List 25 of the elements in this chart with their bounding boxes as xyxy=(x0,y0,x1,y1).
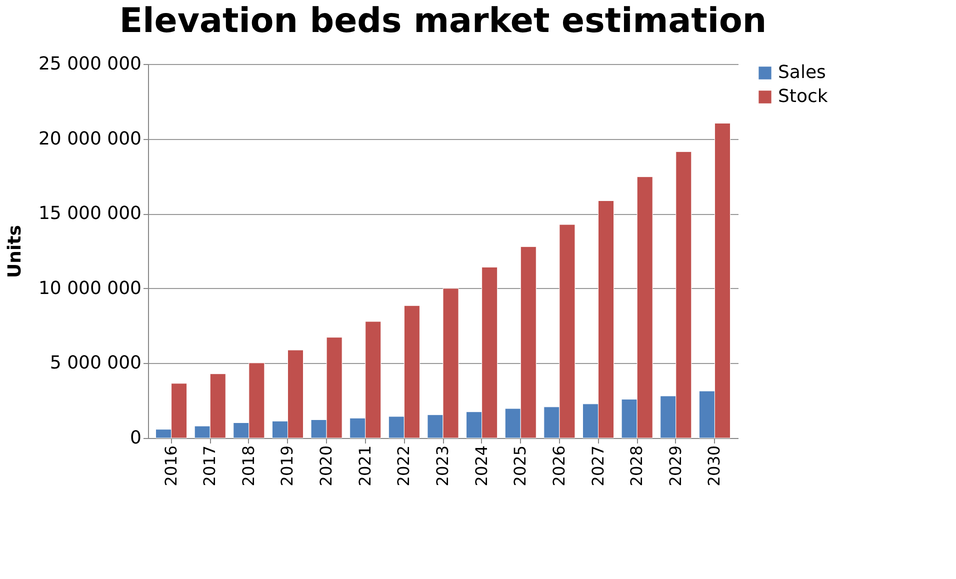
y-tick-label: 0 xyxy=(130,428,142,448)
y-axis-title: Units xyxy=(4,225,26,278)
legend-label: Sales xyxy=(778,62,826,83)
x-tick-label: 2025 xyxy=(510,446,530,486)
y-tick-label: 10 000 000 xyxy=(38,278,142,299)
y-tick-label: 15 000 000 xyxy=(38,203,142,224)
x-tick-label: 2026 xyxy=(549,446,568,486)
x-tick-label: 2024 xyxy=(472,446,491,486)
x-tick-label: 2027 xyxy=(588,446,608,486)
x-tick-label: 2023 xyxy=(433,446,452,486)
x-tick-label: 2029 xyxy=(666,446,685,486)
x-tick-label: 2020 xyxy=(316,446,336,486)
x-tick-label: 2016 xyxy=(161,446,180,486)
x-tick-label: 2030 xyxy=(704,446,724,486)
y-tick-label: 20 000 000 xyxy=(38,128,142,150)
x-tick-label: 2018 xyxy=(238,446,258,486)
legend-label: Stock xyxy=(778,86,828,107)
chart-title: Elevation beds market estimation xyxy=(119,1,767,41)
y-tick-label: 5 000 000 xyxy=(50,352,142,374)
x-tick-label: 2021 xyxy=(355,446,374,486)
y-tick-label: 25 000 000 xyxy=(38,54,142,74)
x-tick-label: 2028 xyxy=(627,446,646,486)
x-tick-label: 2022 xyxy=(394,446,414,486)
x-tick-label: 2019 xyxy=(278,446,297,486)
x-tick-label: 2017 xyxy=(200,446,220,486)
